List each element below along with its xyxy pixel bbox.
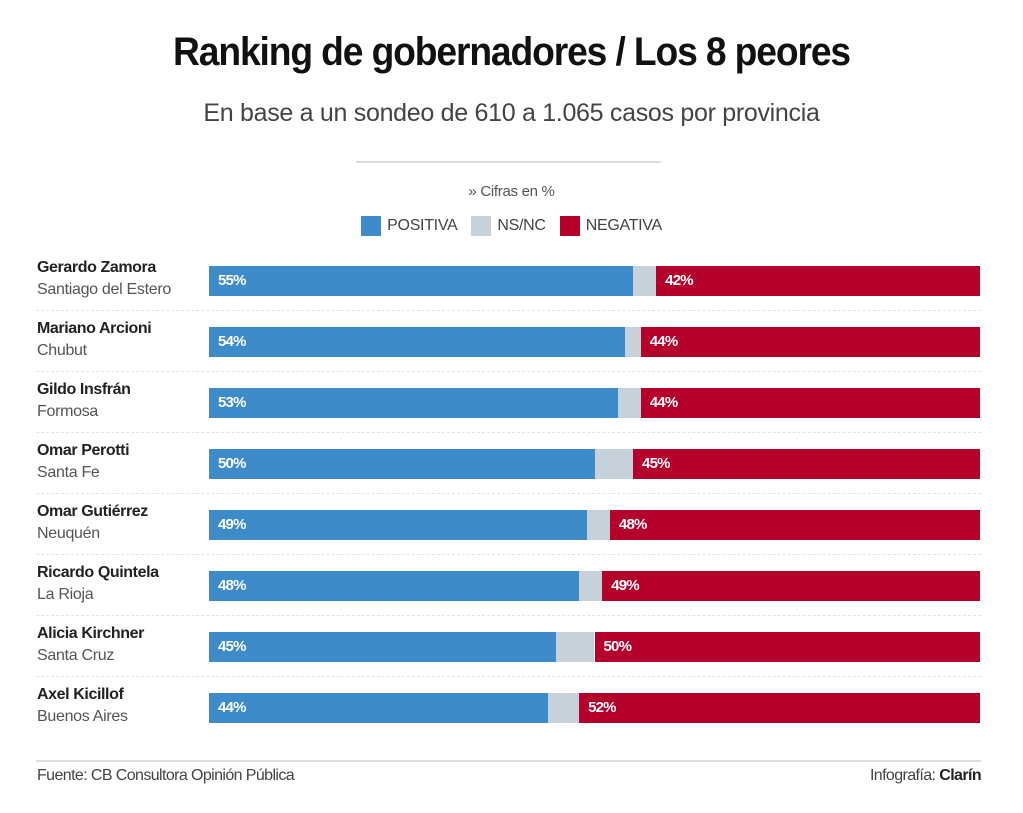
stacked-bar: 48% 49% (209, 571, 980, 601)
chart-row: Axel Kicillof Buenos Aires 44% 52% (36, 679, 981, 740)
data-label-negative: 45% (642, 455, 670, 472)
bar-segment-nsnc (555, 632, 595, 662)
units-note: » Cifras en % (468, 183, 555, 200)
bar-segment-nsnc (633, 266, 657, 296)
chart-row: Alicia Kirchner Santa Cruz 45% 50% (36, 618, 981, 679)
bar-segment-nsnc (548, 693, 580, 723)
chart-row: Gerardo Zamora Santiago del Estero 55% 42% (36, 252, 981, 313)
bar-segment-positive (209, 571, 580, 601)
data-label-positive: 50% (218, 455, 246, 472)
province-name: Chubut (37, 342, 87, 359)
data-label-negative: 44% (649, 333, 678, 350)
legend-swatch-negativa (559, 216, 580, 236)
bar-segment-negative (579, 693, 980, 723)
row-separator (36, 493, 981, 494)
bar-segment-positive (209, 327, 626, 357)
bar-segment-nsnc (594, 449, 634, 479)
legend-label-positiva: POSITIVA (387, 217, 458, 234)
data-label-negative: 49% (611, 577, 639, 594)
data-label-negative: 52% (588, 699, 616, 716)
bar-segment-negative (609, 510, 980, 540)
province-name: Santiago del Estero (37, 281, 171, 298)
province-name: Neuquén (37, 525, 100, 542)
bar-segment-positive (209, 693, 549, 723)
data-label-positive: 49% (218, 516, 246, 533)
governor-name: Omar Perotti (37, 442, 130, 459)
chart-row: Omar Perotti Santa Fe 50% 45% (36, 435, 981, 496)
header-divider (356, 161, 661, 163)
row-separator (36, 371, 981, 372)
data-label-positive: 55% (218, 272, 246, 289)
bar-segment-negative (633, 449, 980, 479)
chart-row: Omar Gutiérrez Neuquén 49% 48% (36, 496, 981, 557)
row-separator (36, 615, 981, 616)
legend: POSITIVA NS/NC NEGATIVA (0, 216, 1023, 236)
governor-name: Gildo Insfrán (37, 381, 131, 398)
bar-segment-positive (209, 510, 587, 540)
data-label-positive: 48% (218, 577, 246, 594)
row-separator (36, 432, 981, 433)
credit-label: Infografía: (869, 767, 936, 784)
credit: Infografía: Clarín (869, 767, 982, 785)
stacked-bar: 44% 52% (209, 693, 980, 723)
governor-name: Omar Gutiérrez (37, 503, 148, 520)
bar-segment-nsnc (625, 327, 641, 357)
province-name: Formosa (37, 403, 99, 420)
governor-name: Alicia Kirchner (37, 625, 144, 642)
footer-divider (36, 760, 981, 762)
row-separator (36, 554, 981, 555)
chart-title: Ranking de gobernadores / Los 8 peores (173, 30, 851, 74)
legend-swatch-nsnc (471, 216, 492, 236)
stacked-bar: 55% 42% (209, 266, 980, 296)
legend-swatch-positiva (361, 216, 382, 236)
data-label-positive: 45% (218, 638, 246, 655)
bar-segment-nsnc (617, 388, 641, 418)
legend-item-nsnc: NS/NC (471, 216, 546, 236)
bar-segment-negative (656, 266, 980, 296)
bar-segment-positive (209, 632, 556, 662)
stacked-bar: 54% 44% (209, 327, 980, 357)
legend-item-negativa: NEGATIVA (559, 216, 662, 236)
chart-subtitle: En base a un sondeo de 610 a 1.065 casos… (203, 99, 820, 127)
row-separator (36, 676, 981, 677)
data-label-positive: 53% (218, 394, 246, 411)
data-label-positive: 44% (218, 699, 246, 716)
chart-row: Gildo Insfrán Formosa 53% 44% (36, 374, 981, 435)
bar-segment-negative (602, 571, 980, 601)
chart-rows: Gerardo Zamora Santiago del Estero 55% 42% M… (36, 252, 981, 740)
credit-brand: Clarín (939, 767, 981, 784)
governor-name: Gerardo Zamora (37, 259, 156, 276)
row-separator (36, 310, 981, 311)
bar-segment-negative (594, 632, 980, 662)
bar-segment-positive (209, 266, 634, 296)
governor-name: Ricardo Quintela (37, 564, 159, 581)
stacked-bar: 53% 44% (209, 388, 980, 418)
legend-label-nsnc: NS/NC (497, 217, 546, 234)
bar-segment-negative (640, 327, 980, 357)
data-label-positive: 54% (218, 333, 246, 350)
chart-row: Ricardo Quintela La Rioja 48% 49% (36, 557, 981, 618)
data-label-negative: 50% (603, 638, 632, 655)
source-note: Fuente: CB Consultora Opinión Pública (37, 767, 295, 784)
province-name: Buenos Aires (37, 708, 128, 725)
province-name: Santa Fe (37, 464, 100, 481)
stacked-bar: 49% 48% (209, 510, 980, 540)
data-label-negative: 48% (618, 516, 647, 533)
governor-name: Axel Kicillof (37, 686, 124, 703)
governor-name: Mariano Arcioni (37, 320, 152, 337)
legend-label-negativa: NEGATIVA (585, 217, 662, 234)
province-name: Santa Cruz (37, 647, 115, 664)
legend-item-positiva: POSITIVA (361, 216, 458, 236)
stacked-bar: 45% 50% (209, 632, 980, 662)
bar-segment-positive (209, 449, 595, 479)
bar-segment-negative (640, 388, 980, 418)
chart-row: Mariano Arcioni Chubut 54% 44% (36, 313, 981, 374)
data-label-negative: 42% (665, 272, 693, 289)
province-name: La Rioja (37, 586, 94, 603)
stacked-bar: 50% 45% (209, 449, 980, 479)
data-label-negative: 44% (649, 394, 678, 411)
bar-segment-positive (209, 388, 618, 418)
bar-segment-nsnc (579, 571, 603, 601)
bar-segment-nsnc (586, 510, 610, 540)
